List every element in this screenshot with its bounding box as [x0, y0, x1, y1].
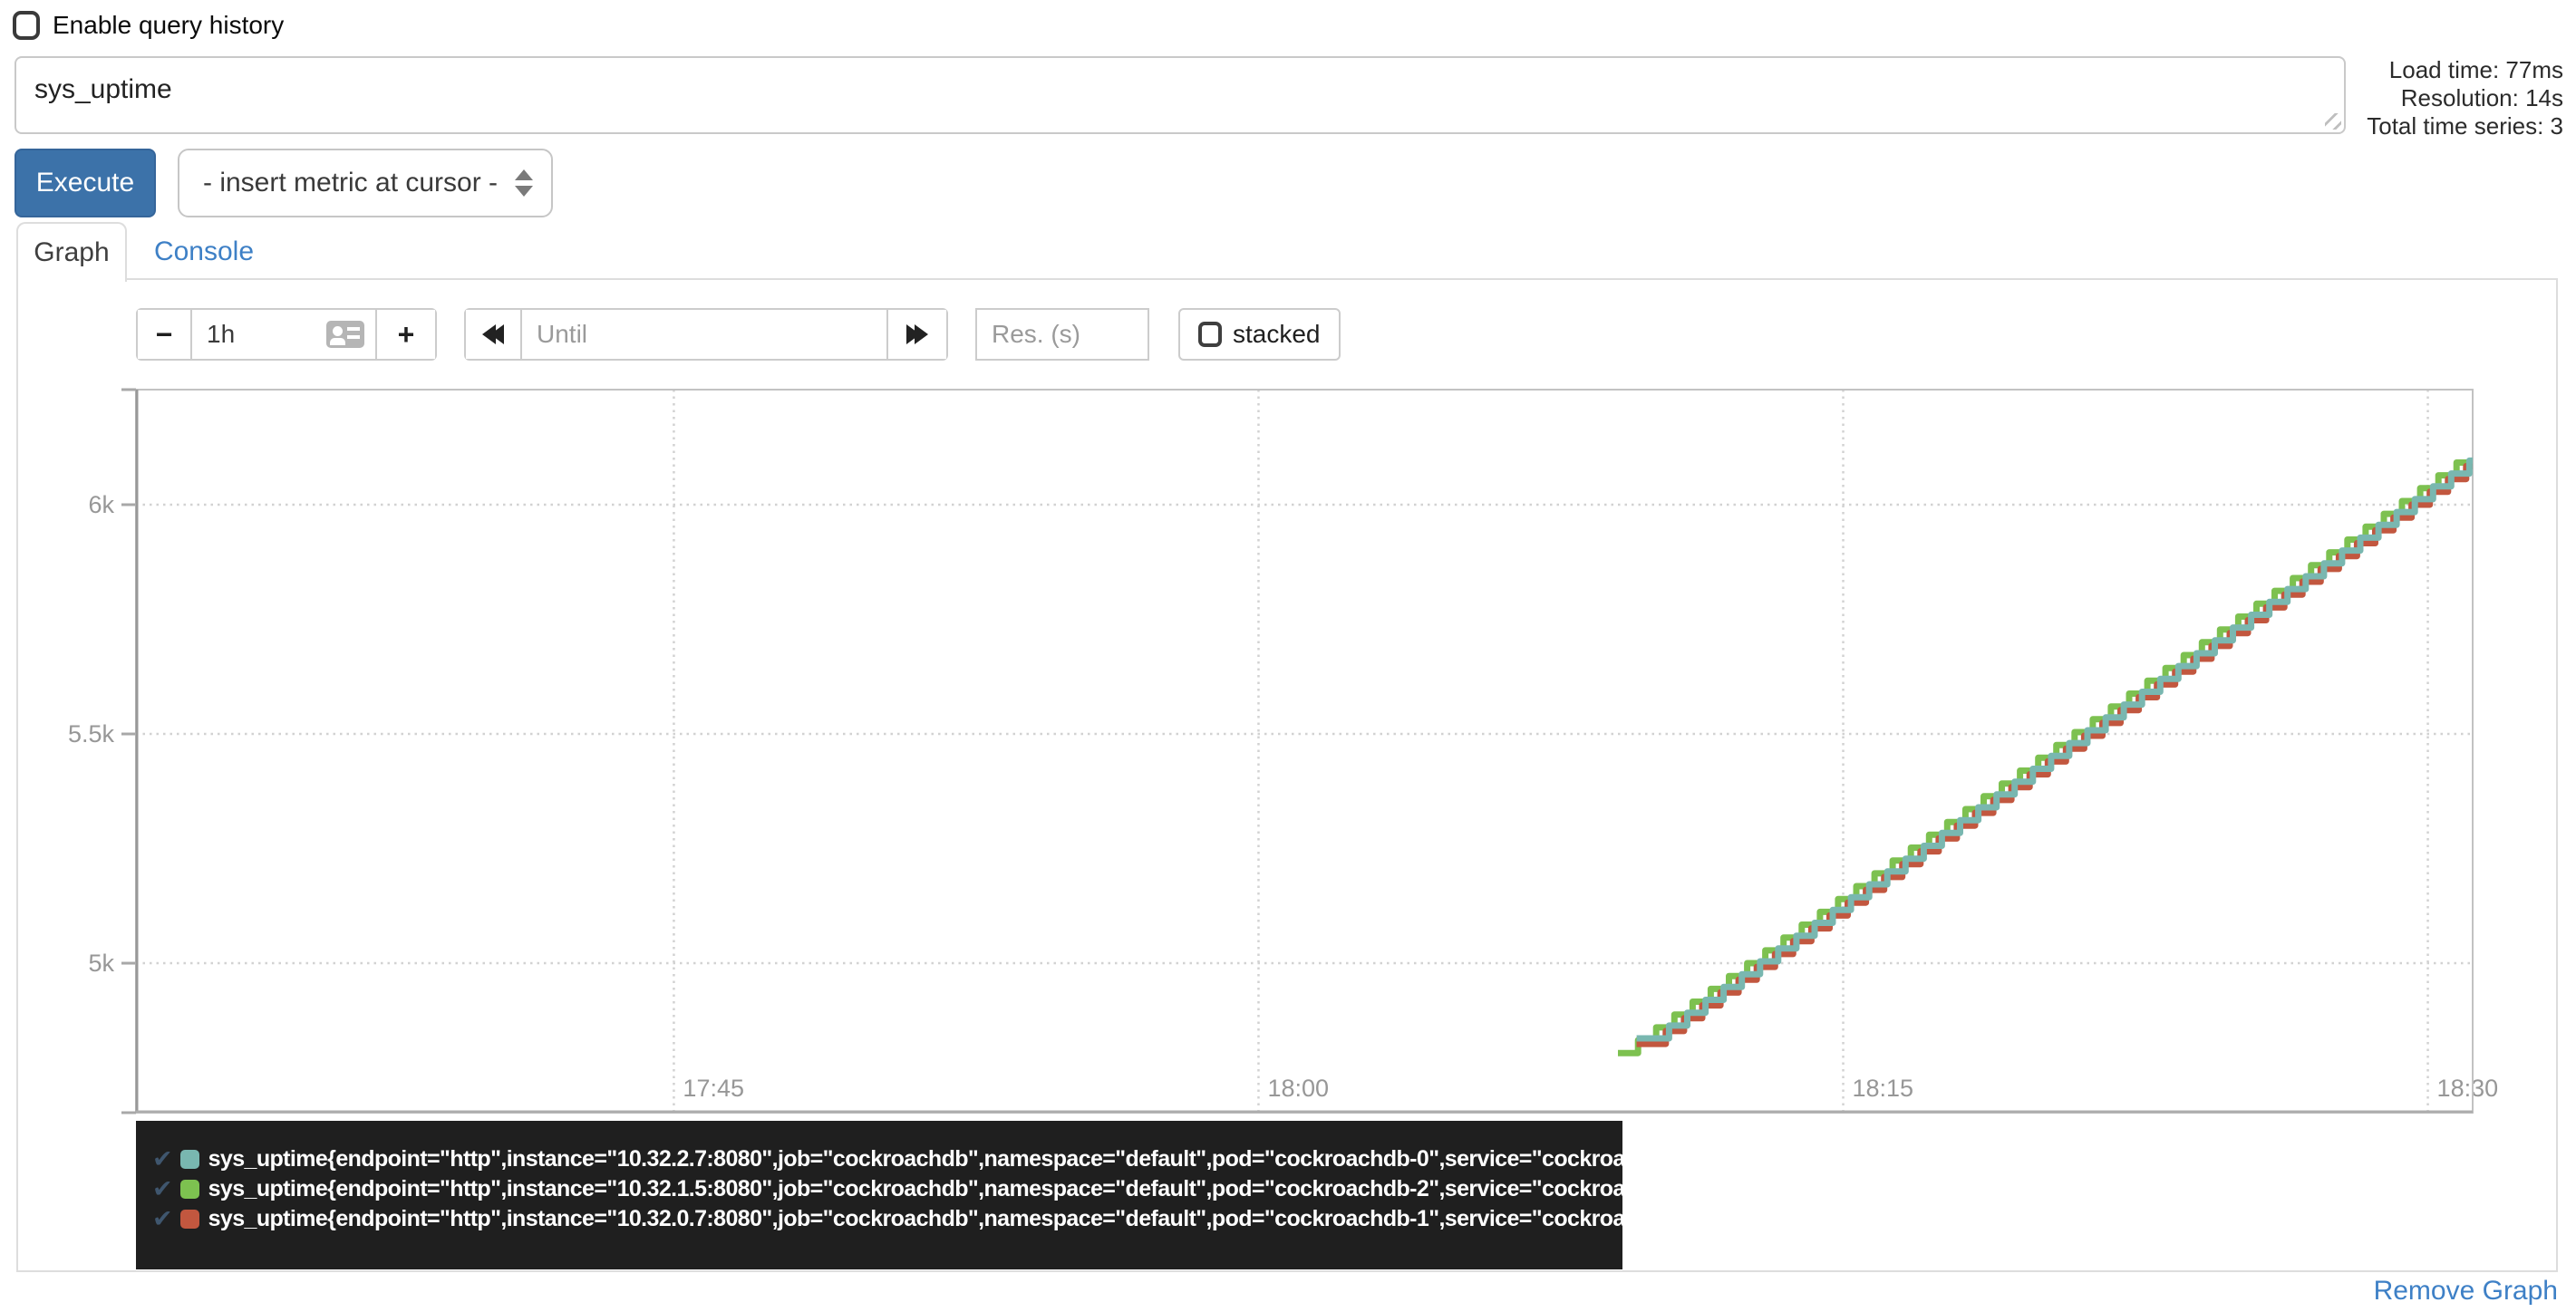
- stacked-checkbox[interactable]: [1198, 322, 1222, 347]
- uptime-chart[interactable]: 5k 5.5k 6k 17:45 18:00 18:15 18:30: [0, 379, 2576, 1131]
- legend-color-swatch: [179, 1210, 199, 1229]
- x-tick-label: 18:15: [1853, 1075, 1914, 1102]
- query-input-wrap: [15, 56, 2346, 134]
- chart-legend: ✔ sys_uptime{endpoint="http",instance="10…: [136, 1121, 1622, 1269]
- query-expression-input[interactable]: [15, 56, 2346, 134]
- remove-graph-link[interactable]: Remove Graph: [2373, 1276, 2558, 1306]
- insert-metric-select[interactable]: - insert metric at cursor -: [178, 149, 553, 217]
- resolution-input[interactable]: [975, 308, 1149, 361]
- legend-series-label: sys_uptime{endpoint="http",instance="10.…: [208, 1146, 1622, 1172]
- legend-series-label: sys_uptime{endpoint="http",instance="10.…: [208, 1176, 1622, 1201]
- y-tick-label: 5.5k: [68, 720, 115, 748]
- execute-button[interactable]: Execute: [15, 149, 156, 217]
- legend-color-swatch: [179, 1150, 199, 1169]
- enable-query-history-label: Enable query history: [53, 11, 285, 39]
- legend-check-icon[interactable]: ✔: [152, 1145, 173, 1172]
- x-tick-label: 18:00: [1267, 1075, 1329, 1102]
- series-line: [1636, 457, 2473, 1042]
- legend-item[interactable]: ✔ sys_uptime{endpoint="http",instance="10…: [152, 1204, 1622, 1234]
- forward-icon: [915, 324, 928, 344]
- x-tick-label: 17:45: [683, 1075, 744, 1102]
- stat-resolution: Resolution: 14s: [2400, 84, 2563, 111]
- select-updown-arrows-icon: [515, 169, 533, 197]
- until-time-input[interactable]: [520, 308, 888, 361]
- autofill-contact-icon[interactable]: [326, 321, 364, 348]
- grow-range-button[interactable]: +: [375, 308, 437, 361]
- y-tick-label: 5k: [88, 950, 114, 977]
- insert-metric-select-value: - insert metric at cursor -: [203, 168, 499, 198]
- query-stats: Load time: 77ms Resolution: 14s Total ti…: [2367, 56, 2563, 140]
- x-tick-label: 18:30: [2437, 1075, 2499, 1102]
- legend-item[interactable]: ✔ sys_uptime{endpoint="http",instance="10…: [152, 1174, 1622, 1204]
- until-input-group: [464, 308, 948, 361]
- enable-query-history-checkbox[interactable]: [13, 11, 40, 40]
- stacked-toggle[interactable]: stacked: [1178, 308, 1341, 361]
- range-input-group: − +: [136, 308, 437, 361]
- stat-load-time: Load time: 77ms: [2388, 56, 2563, 83]
- tab-graph[interactable]: Graph: [16, 222, 127, 282]
- series-line: [1618, 459, 2473, 1056]
- tab-console[interactable]: Console: [153, 236, 255, 266]
- legend-series-label: sys_uptime{endpoint="http",instance="10.…: [208, 1206, 1622, 1231]
- legend-check-icon[interactable]: ✔: [152, 1205, 173, 1232]
- legend-color-swatch: [179, 1180, 199, 1199]
- graph-tab-panel: [16, 278, 2558, 1272]
- shrink-range-button[interactable]: −: [136, 308, 192, 361]
- forward-time-button[interactable]: [886, 308, 948, 361]
- rewind-icon: [490, 324, 504, 344]
- rewind-time-button[interactable]: [464, 308, 522, 361]
- stacked-label: stacked: [1233, 320, 1321, 348]
- query-history-row: Enable query history: [13, 11, 284, 40]
- y-tick-label: 6k: [88, 491, 114, 518]
- legend-check-icon[interactable]: ✔: [152, 1175, 173, 1202]
- duration-input-wrap: [190, 308, 377, 361]
- stat-total-series: Total time series: 3: [2367, 112, 2563, 140]
- legend-item[interactable]: ✔ sys_uptime{endpoint="http",instance="10…: [152, 1144, 1622, 1174]
